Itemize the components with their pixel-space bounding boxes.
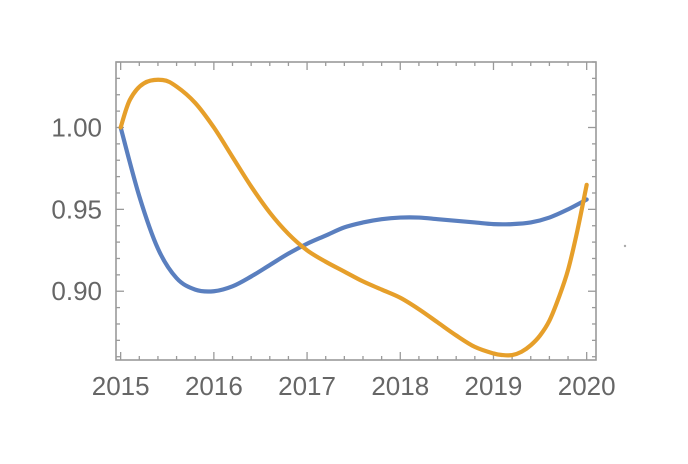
x-tick-label: 2020: [558, 371, 616, 401]
plot-frame-rect: [115, 61, 597, 361]
series-layer: [118, 77, 589, 358]
y-tick-label: 1.00: [51, 112, 102, 142]
series-line-1: [118, 125, 589, 294]
y-tick-label: 0.95: [51, 194, 102, 224]
y-tick-label: 0.90: [51, 276, 102, 306]
x-tick-label: 2015: [92, 371, 150, 401]
x-tick-label: 2016: [185, 371, 243, 401]
tick-labels: 2015 2016 2017 2018 2019 2020 0.90 0.95 1.00: [51, 112, 615, 401]
plot-frame: [115, 61, 597, 361]
x-tick-label: 2017: [278, 371, 336, 401]
x-tick-label: 2018: [371, 371, 429, 401]
x-tick-label: 2019: [465, 371, 523, 401]
series-line-2: [118, 77, 589, 358]
axis-ticks: [116, 61, 596, 360]
stray-dot: [623, 244, 627, 248]
